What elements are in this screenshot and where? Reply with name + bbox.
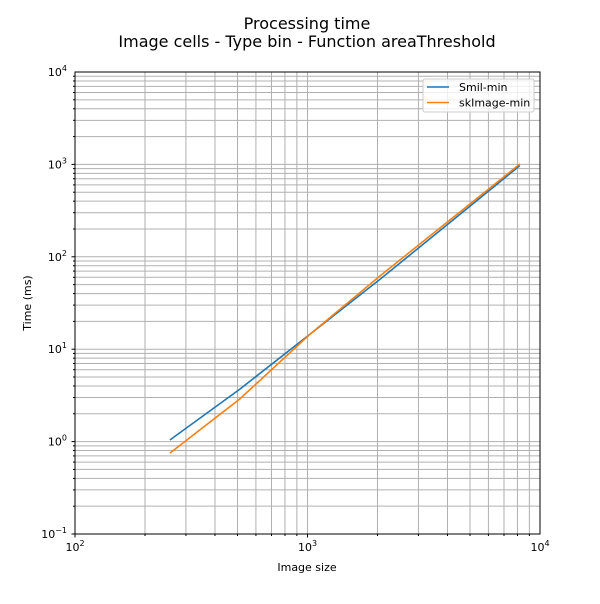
- x-tick-label: 102: [65, 539, 84, 554]
- legend-box: [422, 78, 535, 113]
- chart-title: Processing time: [244, 14, 371, 33]
- y-axis-label: Time (ms): [21, 275, 34, 331]
- y-tick-label: 10−1: [41, 526, 67, 541]
- series-line-smil-min: [169, 164, 521, 441]
- y-tick-label: 103: [48, 156, 67, 171]
- chart-subtitle: Image cells - Type bin - Function areaTh…: [118, 32, 495, 51]
- y-tick-exponent: 1: [62, 341, 67, 350]
- y-tick-exponent: 3: [62, 156, 67, 165]
- legend-label: skImage-min: [459, 97, 530, 110]
- y-tick-exponent: −1: [55, 526, 67, 535]
- x-tick-label: 104: [530, 539, 549, 554]
- y-tick-exponent: 2: [62, 249, 67, 258]
- x-axis-label: Image size: [277, 561, 337, 574]
- series-lines: [169, 163, 521, 454]
- series-line-skimage-min: [169, 163, 521, 454]
- x-tick-label: 103: [298, 539, 317, 554]
- legend-label: Smil-min: [459, 81, 508, 94]
- x-tick-exponent: 2: [79, 539, 84, 548]
- x-tick-exponent: 4: [544, 539, 549, 548]
- y-tick-label: 104: [48, 64, 67, 79]
- y-tick-label: 101: [48, 341, 67, 356]
- legend: Smil-min skImage-min: [422, 78, 535, 113]
- x-tick-exponent: 3: [312, 539, 317, 548]
- y-tick-exponent: 4: [62, 64, 67, 73]
- y-tick-label: 102: [48, 249, 67, 264]
- y-tick-exponent: 0: [62, 434, 67, 443]
- y-tick-label: 100: [48, 434, 67, 449]
- grid: [74, 72, 540, 535]
